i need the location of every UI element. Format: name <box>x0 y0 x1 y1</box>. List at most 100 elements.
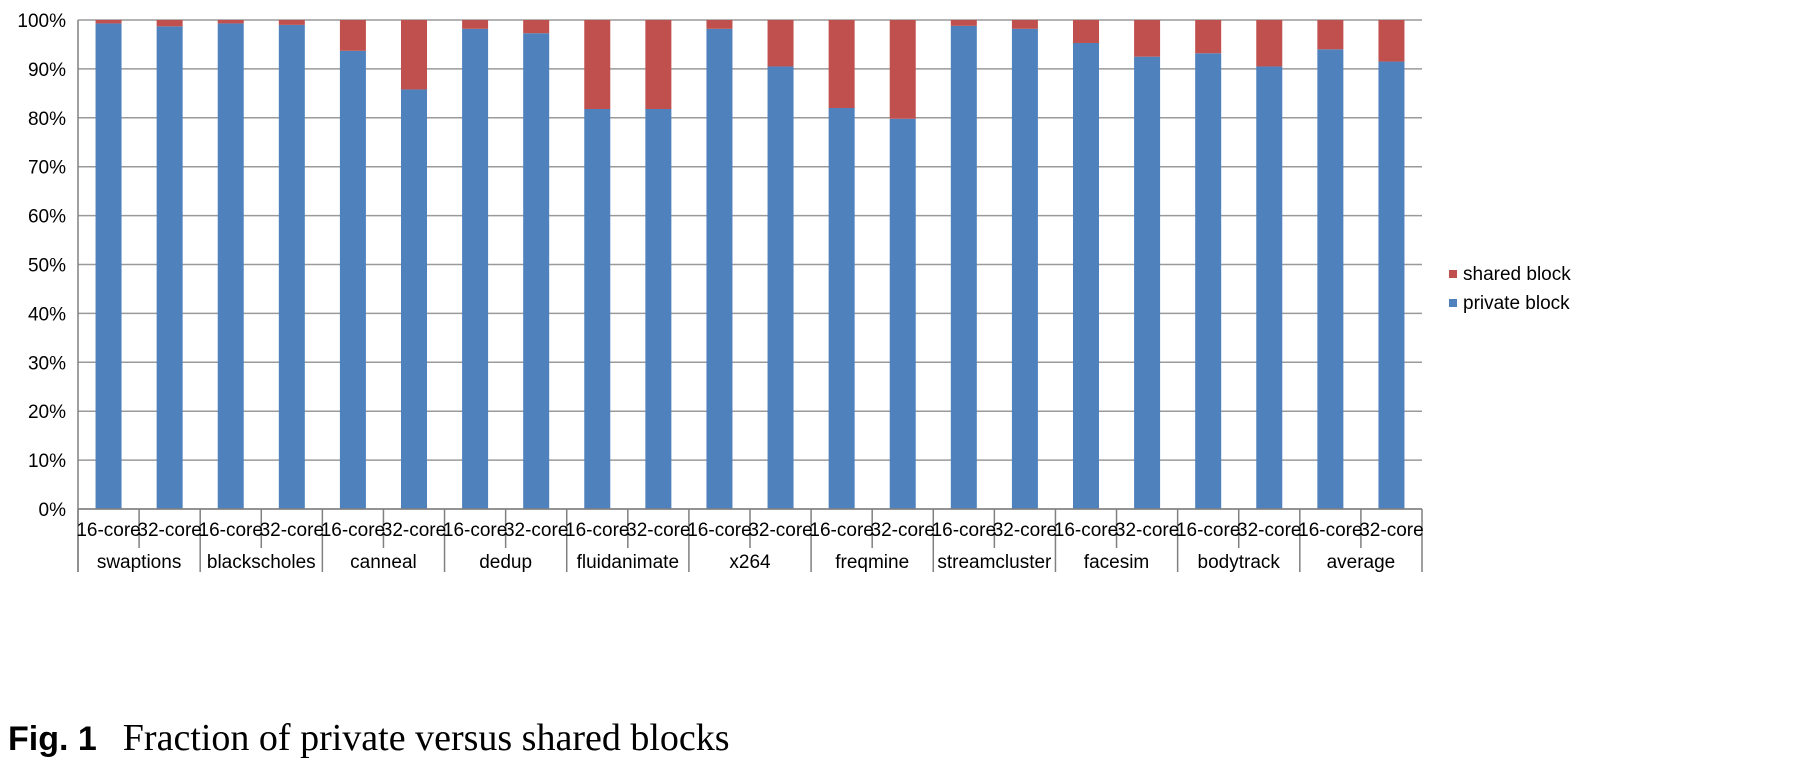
bar-shared-block <box>706 20 733 29</box>
x-subcategory-label: 32-core <box>1115 520 1179 541</box>
x-group-label: fluidanimate <box>577 552 679 573</box>
figure-caption: Fig. 1 Fraction of private versus shared … <box>8 716 730 760</box>
bar-private-block <box>706 28 733 509</box>
bars <box>95 20 1405 510</box>
bar-shared-block <box>278 20 305 25</box>
bar-private-block <box>217 23 244 509</box>
bar-private-block <box>645 108 672 510</box>
y-tick-label: 50% <box>28 256 66 277</box>
x-group-label: streamcluster <box>937 552 1052 573</box>
x-subcategory-label: 16-core <box>1176 520 1240 541</box>
bar-shared-block <box>523 20 550 34</box>
bar-shared-block <box>889 20 916 119</box>
y-tick-label: 40% <box>28 304 66 325</box>
bar-shared-block <box>217 20 244 24</box>
x-group-label: swaptions <box>97 552 182 573</box>
figure-label: Fig. 1 <box>8 720 97 758</box>
bar-shared-block <box>767 20 794 67</box>
legend-swatch-shared-block <box>1449 270 1457 278</box>
x-subcategory-label: 16-core <box>443 520 507 541</box>
y-axis-tick-labels: 0% 10% 20% 30% 40% 50% 60% 70% 80% 90% 100% <box>17 11 66 521</box>
axes <box>77 20 1423 572</box>
x-subcategory-label: 32-core <box>626 520 690 541</box>
bar-shared-block <box>156 20 183 27</box>
bar-shared-block <box>339 20 366 51</box>
bar-private-block <box>95 23 122 509</box>
bar-private-block <box>767 66 794 509</box>
x-subcategory-label: 16-core <box>932 520 996 541</box>
legend: shared block private block <box>1449 264 1571 314</box>
x-axis-labels: 16-core32-core16-core32-core16-core32-co… <box>76 520 1423 573</box>
legend-label-shared-block: shared block <box>1463 264 1571 285</box>
bar-private-block <box>401 89 427 510</box>
x-subcategory-label: 16-core <box>199 520 263 541</box>
bar-private-block <box>278 24 305 509</box>
x-group-label: bodytrack <box>1198 552 1281 573</box>
x-subcategory-label: 32-core <box>504 520 568 541</box>
bar-private-block <box>1134 56 1161 510</box>
bar-shared-block <box>1134 20 1161 57</box>
bar-private-block <box>1011 28 1038 509</box>
bar-private-block <box>889 118 916 509</box>
bar-shared-block <box>645 20 672 109</box>
bar-shared-block <box>1378 20 1405 62</box>
y-tick-label: 30% <box>28 353 66 374</box>
y-tick-label: 90% <box>28 60 66 81</box>
bar-private-block <box>1256 66 1283 509</box>
x-subcategory-label: 32-core <box>137 520 201 541</box>
x-group-label: blackscholes <box>207 552 316 573</box>
bar-private-block <box>1195 53 1222 509</box>
x-group-label: average <box>1327 552 1396 573</box>
x-subcategory-label: 16-core <box>565 520 629 541</box>
x-subcategory-label: 32-core <box>260 520 324 541</box>
y-tick-label: 70% <box>28 158 66 179</box>
bar-shared-block <box>828 20 855 109</box>
bar-shared-block <box>1256 20 1283 67</box>
x-group-label: canneal <box>350 552 417 573</box>
bar-private-block <box>339 50 366 509</box>
x-subcategory-label: 16-core <box>321 520 385 541</box>
bar-private-block <box>584 108 611 510</box>
bar-private-block <box>1378 61 1405 509</box>
y-tick-label: 20% <box>28 402 66 423</box>
bar-private-block <box>156 26 183 510</box>
bar-shared-block <box>95 20 122 24</box>
x-subcategory-label: 32-core <box>993 520 1057 541</box>
bar-shared-block <box>1317 20 1344 50</box>
x-subcategory-label: 32-core <box>382 520 446 541</box>
x-subcategory-label: 16-core <box>1054 520 1118 541</box>
x-subcategory-label: 32-core <box>871 520 935 541</box>
legend-swatch-private-block <box>1449 299 1457 307</box>
bar-private-block <box>1073 42 1099 509</box>
bar-private-block <box>462 28 489 509</box>
y-tick-label: 100% <box>17 11 66 32</box>
x-group-label: dedup <box>479 552 532 573</box>
x-subcategory-label: 16-core <box>687 520 751 541</box>
x-subcategory-label: 32-core <box>748 520 812 541</box>
y-tick-label: 60% <box>28 207 66 228</box>
bar-shared-block <box>1073 20 1099 43</box>
bar-shared-block <box>462 20 489 29</box>
x-subcategory-label: 16-core <box>76 520 140 541</box>
y-tick-label: 10% <box>28 451 66 472</box>
bar-private-block <box>950 25 977 509</box>
bar-shared-block <box>950 20 977 26</box>
bar-shared-block <box>584 20 611 109</box>
y-tick-label: 0% <box>39 500 67 521</box>
x-subcategory-label: 16-core <box>809 520 873 541</box>
bar-private-block <box>523 33 550 509</box>
figure-caption-text: Fraction of private versus shared blocks <box>122 717 730 759</box>
legend-label-private-block: private block <box>1463 293 1570 314</box>
bar-shared-block <box>1195 20 1222 54</box>
x-group-label: facesim <box>1084 552 1149 573</box>
stacked-bar-chart: 0% 10% 20% 30% 40% 50% 60% 70% 80% 90% 100% 16-cor… <box>17 11 1571 573</box>
bar-shared-block <box>1011 20 1038 29</box>
x-group-label: freqmine <box>835 552 909 573</box>
bar-shared-block <box>401 20 427 90</box>
bar-private-block <box>828 108 855 510</box>
x-subcategory-label: 16-core <box>1298 520 1362 541</box>
x-subcategory-label: 32-core <box>1237 520 1301 541</box>
y-tick-label: 80% <box>28 109 66 130</box>
x-group-label: x264 <box>729 552 771 573</box>
bar-private-block <box>1317 49 1344 510</box>
